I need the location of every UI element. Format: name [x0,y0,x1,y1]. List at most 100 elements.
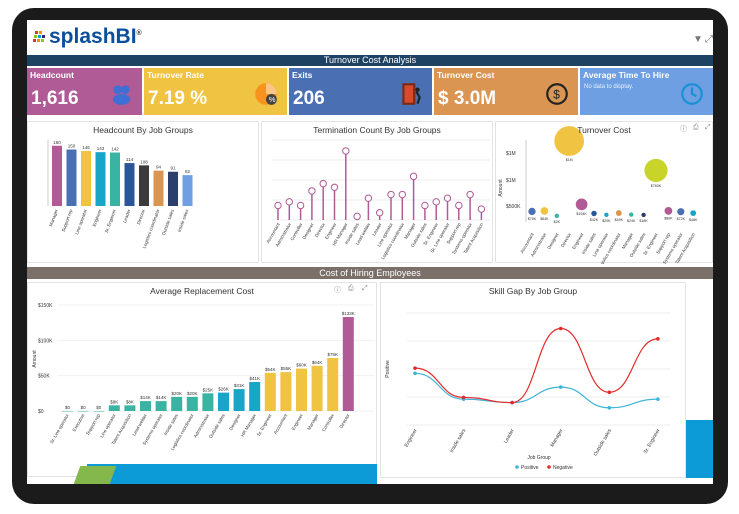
x-tick-label: Engineer [404,428,419,449]
series-point [510,400,514,405]
section-hiring-title: Cost of Hiring Employees [27,267,713,279]
bar-value-label: 91 [170,166,176,171]
info-icon-2[interactable]: ⓘ [334,287,341,294]
x-tick-label: Leader [503,428,516,445]
top-bar: splashBI® ▼ ⤢ [27,20,713,54]
turnover-cost-title: Turnover Cost [577,125,631,135]
bar-value-label: $0 [65,405,71,410]
kpi-card-1[interactable]: Headcount 1,616 [27,68,142,115]
bubble-point [554,126,585,156]
skill-gap-chart: Positive Engineer Inside sales Leader Manage… [385,312,671,471]
turnover-cost-panel: Turnover Cost ⓘ ⎙ ⤢ Amount $1M $1M $500K $76… [495,121,713,270]
lollipop-point [398,190,407,199]
exit-door-icon [402,83,421,105]
bar-value-label: 150 [68,144,76,149]
bar [311,365,323,411]
lollipop-point [319,179,327,188]
kpi-card-2[interactable]: Turnover Rate 7.19 %% [144,68,287,115]
headcount-title: Headcount By Job Groups [93,125,193,135]
logo-registered: ® [136,30,142,37]
bar [155,401,167,411]
bar-value-label: 114 [126,157,134,162]
bar-value-label: $0 [96,405,102,410]
lollipop-point [308,187,316,195]
x-tick-label: Outside sales [593,428,614,458]
kpi-value: $ 3.0M [438,88,497,109]
kpi-nodata: No data to display. [584,84,634,90]
bar-value-label: $20K [171,391,182,396]
bar-value-label: 142 [111,147,119,152]
termination-panel: Termination Count By Job Groups Accounta… [261,121,493,263]
bubble-point [591,210,597,217]
x-axis-label: Job Group [527,455,551,461]
x-tick-label: Designer [301,222,315,241]
bar [153,170,164,206]
lollipop-point [443,194,452,202]
bar-value-label: $20K [187,391,198,396]
app-logo: splashBI® [49,25,142,49]
bar [139,165,149,206]
bar-value-label: 108 [140,159,148,164]
dollar-cycle-icon: $ [546,83,568,105]
x-tick-label: Leader [371,222,383,237]
kpi-value: 1,616 [31,88,79,109]
legend-marker [515,465,519,469]
bubble-label: $20K [602,219,611,223]
bar-value-label: $64K [312,360,323,365]
bubble-point [528,207,536,216]
lollipop-point [296,201,305,210]
lollipop-point [353,212,361,221]
info-icon[interactable]: ⓘ [680,126,687,133]
x-tick-label: Line operator [74,208,88,235]
kpi-label: Headcount [30,70,74,80]
x-tick-label: Director [136,208,146,225]
bar [171,396,183,411]
print-icon-2[interactable]: ⎙ [348,285,354,292]
x-tick-label: Sr. Engineer [643,428,662,455]
bar [342,317,354,411]
series-point [413,366,417,370]
y-tick-label: $500K [506,204,521,210]
series-point [558,385,563,389]
y-tick-label: $50K [38,374,50,380]
people-icon [112,85,131,105]
fullscreen-icon[interactable]: ⤢ [705,124,711,131]
x-tick-label: Leader [122,208,132,223]
series-line [414,327,658,404]
bar-value-label: $0 [81,405,87,410]
kpi-card-3[interactable]: Exits 206 [289,68,432,115]
bar [81,151,91,206]
y-tick-label: $150K [38,303,53,309]
filter-icon[interactable]: ▼ [693,34,703,45]
lollipop-point [364,194,373,202]
y-axis-label: Amount [32,350,38,368]
turnover-cost-chart: Amount$1M$1M$500K$76KAccountant$84KAdmin… [498,126,698,270]
decor-blue-block [686,420,713,478]
kpi-label: Turnover Rate [147,70,204,80]
bar-value-label: $8K [126,399,134,404]
bar-value-label: $31K [234,383,245,388]
print-icon[interactable]: ⎙ [693,124,699,131]
bubble-point [664,206,673,215]
x-tick-label: Support rep [85,413,101,436]
bar-value-label: $133K [342,311,355,316]
bar [52,145,62,206]
x-tick-label: Director [560,232,572,249]
skill-gap-title: Skill Gap By Job Group [488,286,578,296]
bubble-label: $1M [566,158,573,162]
termination-title: Termination Count By Job Groups [313,125,441,135]
bar-value-label: $8K [110,399,118,404]
decor-blue-strip [87,464,377,484]
bubble-point [677,208,685,216]
kpi-card-4[interactable]: Turnover Cost $ 3.0M $ [434,68,578,115]
fullscreen-icon-2[interactable]: ⤢ [362,285,368,292]
decor-green-strip [73,466,117,484]
expand-icon[interactable]: ⤢ [705,34,713,45]
kpi-label: Turnover Cost [437,70,495,80]
bar-value-label: 160 [53,140,61,145]
bar [233,389,245,411]
kpi-card-5[interactable]: Average Time To Hire No data to display. [580,68,713,115]
series-point [656,397,660,401]
lollipop-point [342,147,350,155]
legend-label: Positive [521,465,539,471]
